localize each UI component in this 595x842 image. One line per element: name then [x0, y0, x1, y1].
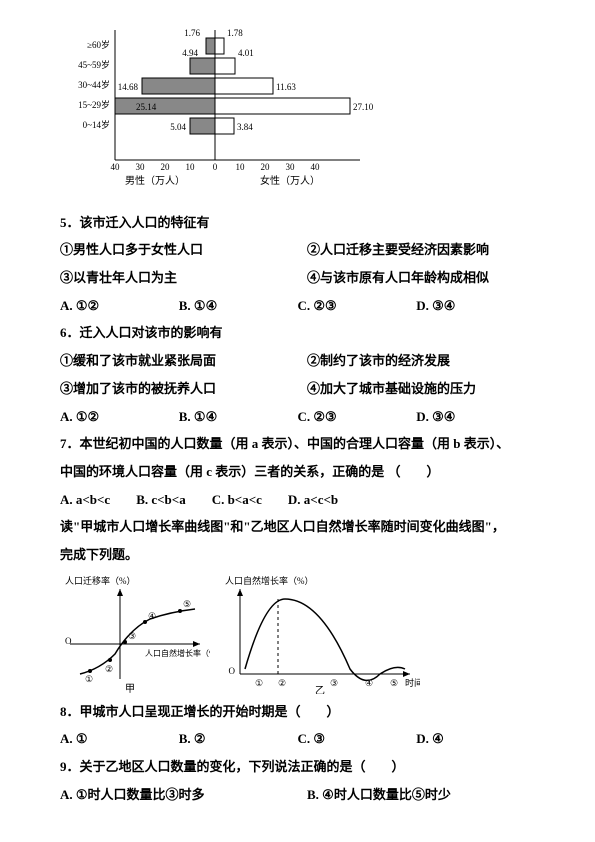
svg-text:甲: 甲: [125, 684, 135, 694]
q8-optD: D. ④: [416, 727, 535, 752]
svg-text:O: O: [229, 666, 236, 676]
q6-s1: ①缓和了该市就业紧张局面: [60, 349, 307, 374]
q8-optC: C. ③: [298, 727, 417, 752]
q6-optB: B. ①④: [179, 405, 298, 430]
q5-s1: ①男性人口多于女性人口: [60, 238, 307, 263]
q8-options: A. ① B. ② C. ③ D. ④: [60, 727, 535, 752]
svg-text:②: ②: [278, 678, 286, 688]
chart-jia: 人口迁移率（%） ① ② ③ ④ ⑤ O 人口自然增长率（%） 甲: [60, 574, 210, 694]
svg-text:27.10: 27.10: [353, 102, 374, 112]
migration-bar-chart: 1.76 1.78 ≥60岁 4.94 4.01 45~59岁 14.68 11…: [60, 20, 535, 199]
intro2-l1: 读"甲城市人口增长率曲线图"和"乙地区人口自然增长率随时间变化曲线图"，: [60, 515, 535, 540]
q5-s4: ④与该市原有人口年龄构成相似: [307, 266, 535, 291]
svg-text:乙: 乙: [315, 685, 325, 694]
q9-statements: A. ①时人口数量比③时多 B. ④时人口数量比⑤时少: [60, 783, 535, 808]
q5-optC: C. ②③: [298, 294, 417, 319]
q6-s2: ②制约了该市的经济发展: [307, 349, 535, 374]
q6-s4: ④加大了城市基础设施的压力: [307, 377, 535, 402]
q5-optB: B. ①④: [179, 294, 298, 319]
svg-text:10: 10: [236, 162, 246, 172]
svg-text:②: ②: [105, 664, 113, 674]
q7-opts: A. a<b<c B. c<b<a C. b<a<c D. a<c<b: [60, 488, 535, 513]
svg-text:①: ①: [255, 678, 263, 688]
svg-text:⑤: ⑤: [183, 599, 191, 609]
svg-text:45~59岁: 45~59岁: [78, 59, 110, 70]
svg-text:20: 20: [261, 162, 271, 172]
svg-text:⑤: ⑤: [390, 678, 398, 688]
q8-stem: 8．甲城市人口呈现正增长的开始时期是（ ）: [60, 700, 535, 725]
svg-text:③: ③: [330, 678, 338, 688]
q6-statements-2: ③增加了该市的被抚养人口 ④加大了城市基础设施的压力: [60, 377, 535, 402]
svg-text:40: 40: [311, 162, 321, 172]
svg-text:4.94: 4.94: [182, 48, 198, 58]
svg-text:③: ③: [128, 631, 136, 641]
svg-text:④: ④: [148, 611, 156, 621]
intro2-l2: 完成下列题。: [60, 543, 535, 568]
q6-optD: D. ③④: [416, 405, 535, 430]
svg-text:人口迁移率（%）: 人口迁移率（%）: [65, 575, 136, 586]
chart-yi: 人口自然增长率（%） ① ② ③ ④ ⑤ 时间 O 乙: [220, 574, 420, 694]
q6-s3: ③增加了该市的被抚养人口: [60, 377, 307, 402]
q6-stem: 6．迁入人口对该市的影响有: [60, 321, 535, 346]
q7-l1: 7．本世纪初中国的人口数量（用 a 表示）、中国的合理人口容量（用 b 表示）、: [60, 432, 535, 457]
svg-text:40: 40: [111, 162, 121, 172]
q9-s2: B. ④时人口数量比⑤时少: [307, 783, 535, 808]
left-axis-label: 男性（万人）: [125, 174, 185, 187]
svg-text:10: 10: [186, 162, 196, 172]
svg-text:人口自然增长率（%）: 人口自然增长率（%）: [145, 648, 210, 658]
svg-text:O: O: [65, 636, 72, 646]
svg-text:15~29岁: 15~29岁: [78, 99, 110, 110]
svg-text:20: 20: [161, 162, 171, 172]
q5-statements-1: ①男性人口多于女性人口 ②人口迁移主要受经济因素影响: [60, 238, 535, 263]
q6-options: A. ①② B. ①④ C. ②③ D. ③④: [60, 405, 535, 430]
svg-text:30: 30: [136, 162, 146, 172]
line-charts: 人口迁移率（%） ① ② ③ ④ ⑤ O 人口自然增长率（%） 甲 人口自然增长…: [60, 574, 535, 694]
svg-text:1.76: 1.76: [184, 28, 200, 38]
q9-s1: A. ①时人口数量比③时多: [60, 783, 307, 808]
svg-text:1.78: 1.78: [227, 28, 243, 38]
svg-text:11.63: 11.63: [276, 82, 296, 92]
svg-text:30~44岁: 30~44岁: [78, 79, 110, 90]
q9-stem: 9．关于乙地区人口数量的变化，下列说法正确的是（ ）: [60, 755, 535, 780]
q6-optC: C. ②③: [298, 405, 417, 430]
svg-text:30: 30: [286, 162, 296, 172]
q5-optA: A. ①②: [60, 294, 179, 319]
svg-text:5.04: 5.04: [170, 122, 186, 132]
q5-s2: ②人口迁移主要受经济因素影响: [307, 238, 535, 263]
q6-optA: A. ①②: [60, 405, 179, 430]
svg-text:时间: 时间: [405, 677, 420, 688]
svg-text:≥60岁: ≥60岁: [87, 39, 110, 50]
q5-statements-2: ③以青壮年人口为主 ④与该市原有人口年龄构成相似: [60, 266, 535, 291]
right-axis-label: 女性（万人）: [260, 174, 320, 187]
svg-text:0: 0: [213, 162, 218, 172]
q5-stem: 5．该市迁入人口的特征有: [60, 211, 535, 236]
svg-text:0~14岁: 0~14岁: [83, 119, 110, 130]
svg-text:4.01: 4.01: [238, 48, 254, 58]
q5-optD: D. ③④: [416, 294, 535, 319]
svg-text:人口自然增长率（%）: 人口自然增长率（%）: [225, 575, 314, 586]
svg-text:④: ④: [365, 678, 373, 688]
svg-text:①: ①: [85, 674, 93, 684]
q8-optA: A. ①: [60, 727, 179, 752]
q7-l2: 中国的环境人口容量（用 c 表示）三者的关系，正确的是 （ ）: [60, 460, 535, 485]
svg-text:3.84: 3.84: [237, 122, 253, 132]
q5-s3: ③以青壮年人口为主: [60, 266, 307, 291]
q5-options: A. ①② B. ①④ C. ②③ D. ③④: [60, 294, 535, 319]
svg-text:14.68: 14.68: [118, 82, 139, 92]
q8-optB: B. ②: [179, 727, 298, 752]
q6-statements-1: ①缓和了该市就业紧张局面 ②制约了该市的经济发展: [60, 349, 535, 374]
svg-text:25.14: 25.14: [136, 102, 157, 112]
